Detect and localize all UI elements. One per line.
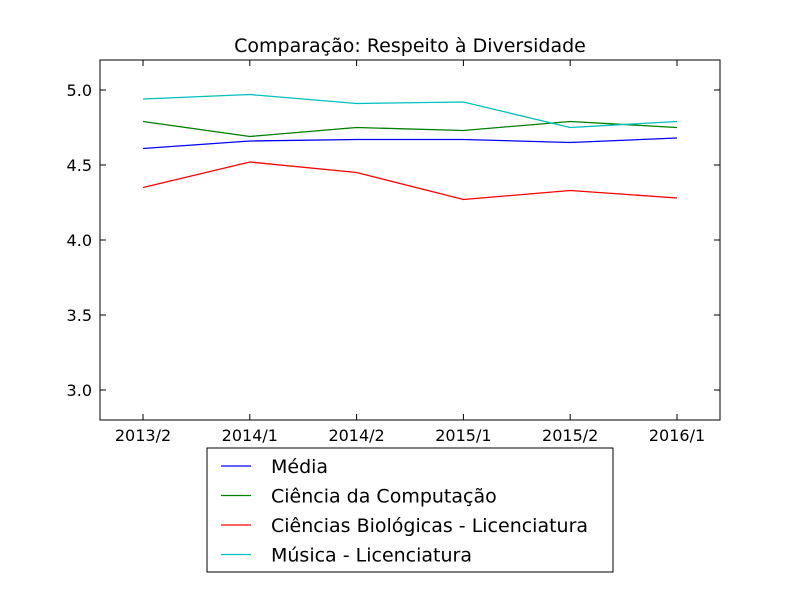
legend-label: Música - Licenciatura bbox=[271, 545, 472, 567]
x-tick-label: 2015/1 bbox=[435, 426, 491, 445]
x-tick-label: 2016/1 bbox=[649, 426, 705, 445]
x-tick-label: 2013/2 bbox=[115, 426, 171, 445]
series-line bbox=[142, 161, 678, 201]
y-tick-label: 3.5 bbox=[67, 306, 92, 325]
plot-area bbox=[99, 59, 721, 421]
series-line bbox=[142, 93, 678, 129]
x-tick-label: 2014/1 bbox=[222, 426, 278, 445]
legend-label: Ciências Biológicas - Licenciatura bbox=[271, 515, 588, 537]
chart-title: Comparação: Respeito à Diversidade bbox=[234, 35, 586, 57]
y-tick-label: 4.0 bbox=[67, 231, 92, 250]
legend: Média Ciência da Computação Ciências Bioló… bbox=[206, 447, 614, 573]
legend-box bbox=[206, 447, 614, 573]
y-tick-label: 4.5 bbox=[67, 156, 92, 175]
y-tick-label: 5.0 bbox=[67, 81, 92, 100]
legend-label: Ciência da Computação bbox=[271, 486, 497, 508]
y-tick-label: 3.0 bbox=[67, 381, 92, 400]
x-tick-label: 2015/2 bbox=[542, 426, 598, 445]
x-axis: 2013/2 2014/1 2014/2 2015/1 2015/2 2016/1 bbox=[115, 60, 705, 445]
legend-label: Média bbox=[271, 456, 328, 478]
series-line bbox=[142, 137, 678, 150]
series-group bbox=[142, 93, 678, 201]
y-axis: 3.0 3.5 4.0 4.5 5.0 bbox=[67, 81, 720, 400]
x-tick-label: 2014/2 bbox=[328, 426, 384, 445]
series-line bbox=[142, 120, 678, 138]
